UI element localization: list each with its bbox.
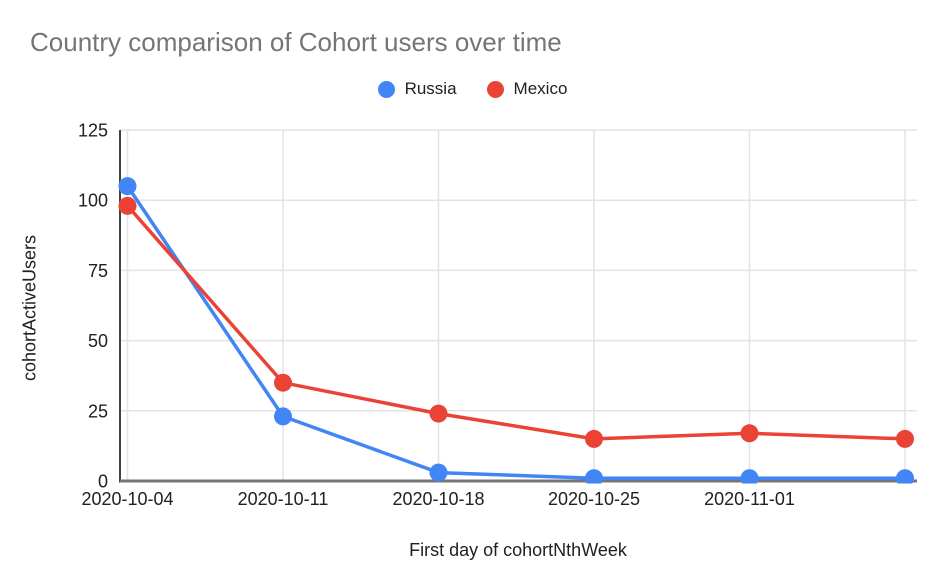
y-tick-label: 100: [78, 191, 108, 211]
y-axis-title: cohortActiveUsers: [19, 234, 40, 382]
legend-dot-mexico: [486, 80, 504, 98]
series-line-russia[interactable]: [125, 184, 907, 480]
data-point-mexico[interactable]: [274, 373, 292, 392]
x-axis-title: First day of cohortNthWeek: [409, 540, 627, 560]
x-tick-label: 2020-10-18: [392, 489, 484, 509]
x-tick-label: 2020-10-25: [548, 489, 640, 509]
x-tick-label: 2020-10-04: [81, 489, 173, 509]
x-tick-label: 2020-10-11: [238, 489, 329, 509]
data-point-mexico[interactable]: [429, 404, 448, 423]
legend-item-mexico[interactable]: Mexico: [486, 79, 568, 99]
chart-title: Country comparison of Cohort users over …: [30, 27, 562, 57]
legend-item-russia[interactable]: Russia: [377, 79, 457, 99]
data-point-russia[interactable]: [429, 463, 448, 482]
series-line-mexico[interactable]: [125, 204, 907, 441]
legend-label-russia: Russia: [404, 79, 457, 98]
y-tick-label: 0: [98, 472, 108, 492]
x-tick-label: 2020-11-01: [704, 489, 795, 509]
data-point-russia[interactable]: [274, 407, 292, 426]
data-point-mexico[interactable]: [585, 429, 603, 448]
chart-legend: Russia Mexico: [0, 79, 945, 99]
y-tick-label: 125: [78, 121, 108, 141]
data-point-russia[interactable]: [896, 469, 914, 487]
legend-label-mexico: Mexico: [513, 79, 568, 98]
data-point-mexico[interactable]: [740, 424, 759, 443]
data-point-mexico[interactable]: [896, 429, 914, 448]
y-tick-label: 75: [88, 261, 108, 281]
y-tick-label: 25: [88, 401, 108, 421]
data-point-russia[interactable]: [740, 469, 759, 487]
legend-dot-russia: [377, 80, 395, 98]
data-point-russia[interactable]: [585, 469, 603, 487]
data-point-russia[interactable]: [118, 177, 137, 196]
data-point-mexico[interactable]: [118, 196, 137, 215]
y-tick-label: 50: [88, 331, 108, 351]
